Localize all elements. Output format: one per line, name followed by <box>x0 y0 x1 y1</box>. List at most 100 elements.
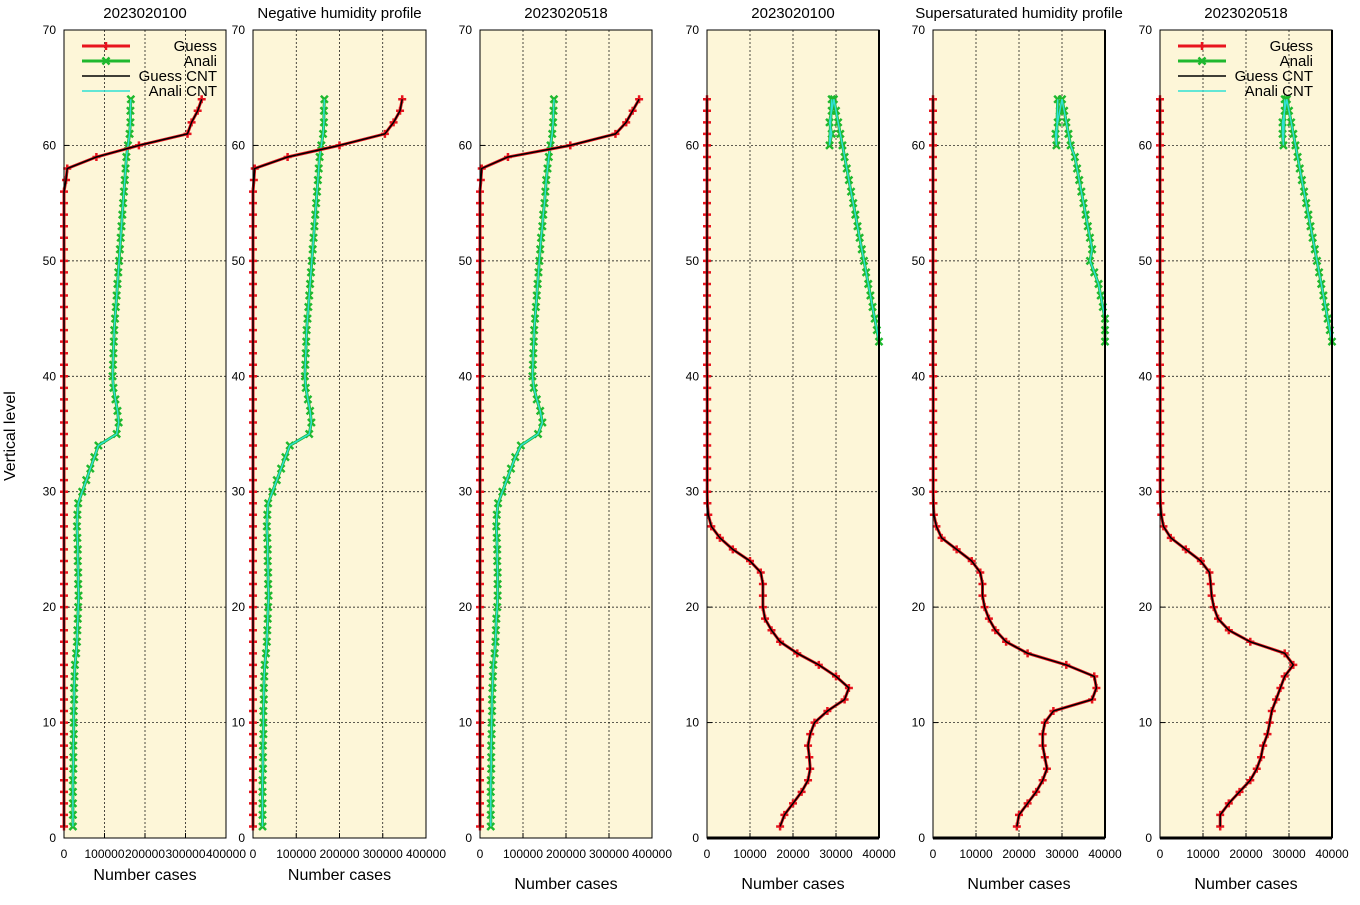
legend-label: Anali CNT <box>1245 83 1313 100</box>
x-tick-label: 20000 <box>1002 847 1036 861</box>
x-axis-label: Number cases <box>1194 876 1297 893</box>
y-tick-label: 70 <box>686 23 700 37</box>
x-tick-label: 40000 <box>862 847 896 861</box>
x-tick-label: 300000 <box>363 847 403 861</box>
x-axis-label: Number cases <box>514 876 617 893</box>
marker-anali <box>549 94 559 104</box>
x-tick-label: 100000 <box>84 847 124 861</box>
x-axis-label: Number cases <box>93 867 196 884</box>
chart-panel-3: 0 10 20 30 40 50 60 70 0 100000 200000 300000 400000… <box>459 5 673 893</box>
y-tick-label: 30 <box>232 485 246 499</box>
x-tick-label: 30000 <box>819 847 853 861</box>
chart-title: Negative humidity profile <box>257 5 421 22</box>
x-tick-label: 0 <box>250 847 257 861</box>
y-axis-label: Vertical level <box>2 391 19 481</box>
legend-marker <box>1197 56 1207 66</box>
x-tick-label: 200000 <box>319 847 359 861</box>
y-tick-label: 40 <box>232 369 246 383</box>
chart-title: Supersaturated humidity profile <box>915 5 1123 22</box>
y-tick-label: 30 <box>43 485 57 499</box>
chart-panel-2: 0 10 20 30 40 50 60 70 0 100000 200000 300000 400000… <box>232 5 447 884</box>
series-line-anali-cnt <box>828 99 880 342</box>
y-tick-label: 20 <box>232 600 246 614</box>
y-tick-label: 60 <box>1139 138 1153 152</box>
legend-marker <box>101 56 111 66</box>
x-tick-label: 200000 <box>546 847 586 861</box>
marker-anali <box>1053 94 1063 104</box>
y-tick-label: 60 <box>912 138 926 152</box>
y-tick-label: 70 <box>43 23 57 37</box>
legend-label: Anali CNT <box>149 83 217 100</box>
y-tick-label: 20 <box>459 600 473 614</box>
y-tick-label: 0 <box>465 831 472 845</box>
x-tick-label: 100000 <box>503 847 543 861</box>
legend-label: Guess CNT <box>1235 68 1313 85</box>
y-tick-label: 10 <box>459 716 473 730</box>
x-tick-label: 400000 <box>406 847 446 861</box>
y-tick-label: 20 <box>1139 600 1153 614</box>
x-tick-label: 300000 <box>165 847 205 861</box>
marker-anali <box>319 94 329 104</box>
x-tick-label: 20000 <box>776 847 810 861</box>
x-tick-label: 30000 <box>1045 847 1079 861</box>
chart-title: 2023020100 <box>751 5 834 22</box>
series-line-anali-cnt <box>72 99 132 827</box>
x-axis-label: Number cases <box>741 876 844 893</box>
y-tick-label: 20 <box>686 600 700 614</box>
chart-panel-6: 0 10 20 30 40 50 60 70 0 10000 20000 30000 40000 2023… <box>1139 5 1349 893</box>
legend-label: Guess <box>174 38 217 55</box>
y-tick-label: 0 <box>49 831 56 845</box>
chart-panel-5: 0 10 20 30 40 50 60 70 0 10000 20000 30000 40000 Supe… <box>912 5 1123 893</box>
y-tick-label: 70 <box>1139 23 1153 37</box>
x-tick-label: 200000 <box>125 847 165 861</box>
plot-frame <box>63 29 227 839</box>
y-tick-label: 0 <box>1145 831 1152 845</box>
series-line-anali-cnt <box>261 99 326 827</box>
y-tick-label: 70 <box>912 23 926 37</box>
series-line-anali-cnt <box>1281 99 1333 342</box>
y-tick-label: 60 <box>43 138 57 152</box>
legend-marker <box>1198 42 1206 50</box>
y-tick-label: 70 <box>459 23 473 37</box>
chart-panel-1: 0 10 20 30 40 50 60 70 0 100000 200000 300000 400000… <box>43 5 247 884</box>
y-tick-label: 40 <box>686 369 700 383</box>
chart-title: 2023020518 <box>1204 5 1287 22</box>
series-line-anali-cnt <box>490 99 555 827</box>
x-tick-label: 40000 <box>1088 847 1122 861</box>
y-tick-label: 10 <box>686 716 700 730</box>
x-tick-label: 20000 <box>1229 847 1263 861</box>
y-tick-label: 60 <box>232 138 246 152</box>
y-tick-label: 30 <box>459 485 473 499</box>
x-tick-label: 400000 <box>632 847 672 861</box>
y-tick-label: 50 <box>43 254 57 268</box>
y-tick-label: 40 <box>1139 369 1153 383</box>
y-tick-label: 10 <box>912 716 926 730</box>
y-tick-label: 0 <box>918 831 925 845</box>
y-tick-label: 50 <box>232 254 246 268</box>
y-tick-label: 50 <box>686 254 700 268</box>
x-tick-label: 40000 <box>1315 847 1349 861</box>
legend-label: Guess CNT <box>139 68 217 85</box>
y-tick-label: 10 <box>232 716 246 730</box>
x-tick-label: 0 <box>704 847 711 861</box>
y-tick-label: 10 <box>43 716 57 730</box>
chart-title: 2023020518 <box>524 5 607 22</box>
y-tick-label: 50 <box>912 254 926 268</box>
plot-frame <box>479 29 653 839</box>
y-tick-label: 40 <box>459 369 473 383</box>
legend-label: Anali <box>184 53 217 70</box>
x-tick-label: 10000 <box>1186 847 1220 861</box>
y-tick-label: 20 <box>912 600 926 614</box>
x-tick-label: 0 <box>1157 847 1164 861</box>
series-line-anali-cnt <box>1054 99 1106 342</box>
y-tick-label: 50 <box>459 254 473 268</box>
y-tick-label: 20 <box>43 600 57 614</box>
x-axis-label: Number cases <box>967 876 1070 893</box>
legend-marker <box>102 42 110 50</box>
y-tick-label: 0 <box>692 831 699 845</box>
marker-guess <box>635 95 644 104</box>
